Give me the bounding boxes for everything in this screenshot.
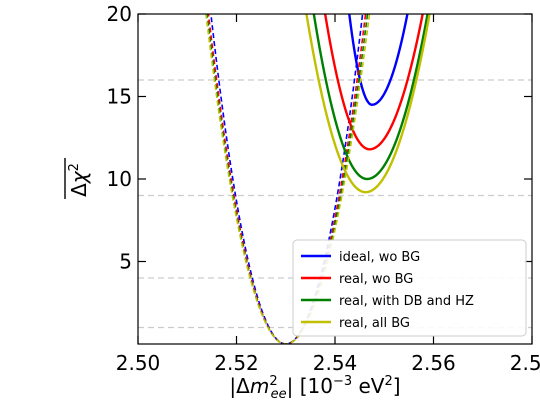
y-axis-label: Δχ2 <box>64 158 91 199</box>
svg-text:Δχ2: Δχ2 <box>67 163 91 197</box>
solid-curve-real-wo-bg <box>323 14 424 151</box>
legend-label: real, all BG <box>339 316 410 331</box>
legend-label: real, with DB and HZ <box>339 294 474 309</box>
solid-curve-real-with-db-and-hz <box>312 14 429 181</box>
x-tick-label: 2.58 <box>510 351 540 375</box>
x-tick-label: 2.56 <box>411 351 456 375</box>
solid-curve-real-all-bg <box>305 14 431 194</box>
y-tick-label: 15 <box>107 85 132 109</box>
y-tick-label: 10 <box>107 167 132 191</box>
solid-curve-ideal-wo-bg <box>348 14 409 106</box>
y-tick-label: 5 <box>119 250 132 274</box>
legend: ideal, wo BG real, wo BG real, with DB and… <box>292 239 527 337</box>
x-axis-label: |Δm2 ee| [10−3 eV2] <box>229 374 400 402</box>
x-axis-ticks: 2.50 2.52 2.54 2.56 2.58 <box>116 14 540 375</box>
x-tick-label: 2.50 <box>116 351 161 375</box>
x-tick-label: 2.52 <box>214 351 259 375</box>
reference-lines <box>138 79 532 329</box>
legend-label: ideal, wo BG <box>339 250 420 265</box>
legend-box <box>292 239 527 337</box>
y-tick-label: 20 <box>107 2 132 26</box>
y-axis-ticks: 5 10 15 20 <box>107 2 532 274</box>
legend-label: real, wo BG <box>339 272 413 287</box>
x-tick-label: 2.54 <box>313 351 358 375</box>
